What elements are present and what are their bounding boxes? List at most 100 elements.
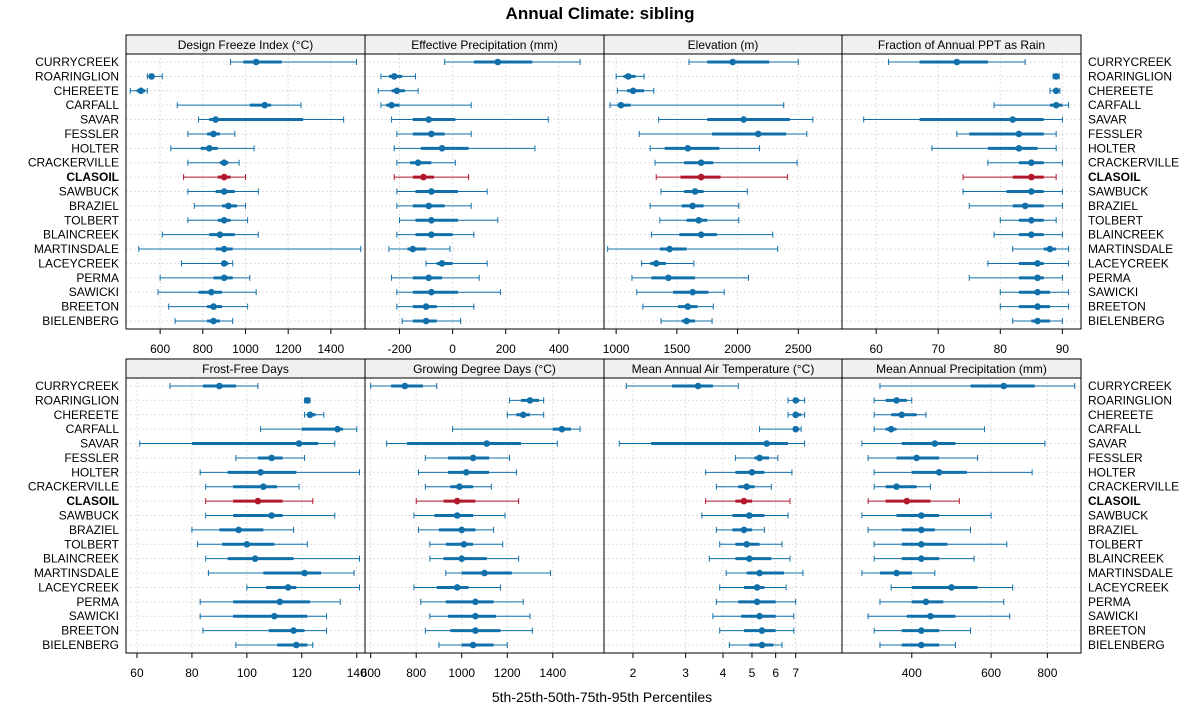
marker-bielenberg [879,641,956,649]
median-dot [1034,288,1041,296]
marker-sawicki [712,612,795,620]
marker-breeton [424,627,533,634]
row-label-left-perma: PERMA [76,595,119,609]
row-label-left-savar: SAVAR [80,113,119,127]
row-label-right-sawbuck: SAWBUCK [1088,185,1148,199]
median-dot [428,288,435,296]
row-label-left-sawicki: SAWICKI [69,285,119,299]
median-dot [438,260,446,267]
marker-savar [198,116,345,123]
row-label-right-fessler: FESSLER [1088,127,1143,141]
marker-crackerville [205,483,300,491]
tick-label: 0 [449,342,456,356]
marker-tolbert [999,216,1057,224]
row-label-left-braziel: BRAZIEL [69,523,119,537]
marker-bielenberg [174,317,234,325]
marker-sawicki [157,288,257,296]
panel-design-freeze-index-c: Design Freeze Index (°C) 600 800 1000 1200 14… [125,34,366,356]
tick-label: 120 [292,666,312,680]
median-dot [1028,159,1035,167]
median-dot [390,73,398,80]
median-dot [558,425,566,433]
marker-bielenberg [438,641,508,649]
tick-label: 7 [792,666,799,680]
marker-roaringlion [146,73,163,80]
row-label-right-martinsdale: MARTINSDALE [1088,242,1173,256]
tick-label: 600 [150,342,170,356]
tick-label: 1500 [664,342,691,356]
median-dot [494,58,502,66]
marker-fessler [734,454,779,462]
median-dot [898,411,906,419]
median-dot [1052,87,1060,95]
marker-martinsdale [861,569,936,577]
row-label-left-savar: SAVAR [80,437,119,451]
marker-bielenberg [1012,317,1063,325]
row-label-right-breeton: BREETON [1088,300,1146,314]
tick-label: 2500 [785,342,812,356]
median-dot [689,288,696,296]
marker-holter [393,145,536,152]
panel-title: Effective Precipitation (mm) [411,38,558,52]
median-dot [695,216,703,224]
marker-sawicki [199,612,328,620]
panel-frame [841,377,1082,654]
tick-label: 80 [185,666,199,680]
row-label-left-crackerville: CRACKERVILLE [28,480,119,494]
median-dot [893,397,900,404]
median-dot [913,454,920,462]
median-dot [420,173,427,181]
tick-label: 4 [720,666,727,680]
median-dot [1028,231,1035,238]
median-dot [756,454,763,462]
row-label-left-laceycreek: LACEYCREEK [38,580,119,594]
median-dot [756,569,763,577]
marker-blaincreek [993,231,1063,238]
row-label-left-bielenberg: BIELENBERG [42,638,119,652]
tick-label: 800 [193,342,213,356]
marker-sawbuck [660,188,748,195]
median-dot [1015,145,1023,152]
marker-fessler [956,130,1057,138]
median-dot [519,411,527,419]
row-label-left-clasoil: CLASOIL [66,494,119,508]
panel-title: Growing Degree Days (°C) [413,362,556,376]
tick-label: 5 [749,666,756,680]
panel-growing-degree-days-c: Growing Degree Days (°C) 600 800 1000 1200 14… [361,358,605,680]
row-label-left-perma: PERMA [76,271,119,285]
marker-sawicki [429,612,531,620]
row-label-right-blaincreek: BLAINCREEK [1088,228,1164,242]
median-dot [453,497,461,505]
marker-crackerville [424,483,492,491]
median-dot [257,469,264,476]
marker-breeton [168,303,249,310]
tick-label: 6 [772,666,779,680]
row-label-right-holter: HOLTER [1088,141,1136,155]
tick-label: 1000 [448,666,475,680]
marker-tolbert [659,216,740,224]
median-dot [1015,130,1023,138]
row-label-right-clasoil: CLASOIL [1088,170,1141,184]
row-label-left-sawicki: SAWICKI [69,609,119,623]
median-dot [887,425,895,433]
row-label-left-currycreek: CURRYCREEK [35,379,119,393]
marker-chereete [873,411,927,419]
median-dot [208,288,215,296]
median-dot [301,569,308,577]
tick-label: 3 [682,666,689,680]
tick-label: 140 [347,666,367,680]
row-label-left-currycreek: CURRYCREEK [35,55,119,69]
median-dot [254,497,262,505]
row-label-left-breeton: BREETON [61,624,119,638]
marker-martinsdale [138,245,362,253]
marker-fessler [638,130,808,138]
marker-sawbuck [701,512,789,519]
marker-roaringlion [304,397,311,404]
median-dot [1028,188,1035,195]
median-dot [453,512,461,519]
median-dot [927,612,934,620]
marker-martinsdale [725,569,804,577]
marker-bielenberg [235,641,314,649]
median-dot [935,469,943,476]
marker-braziel [968,202,1063,210]
